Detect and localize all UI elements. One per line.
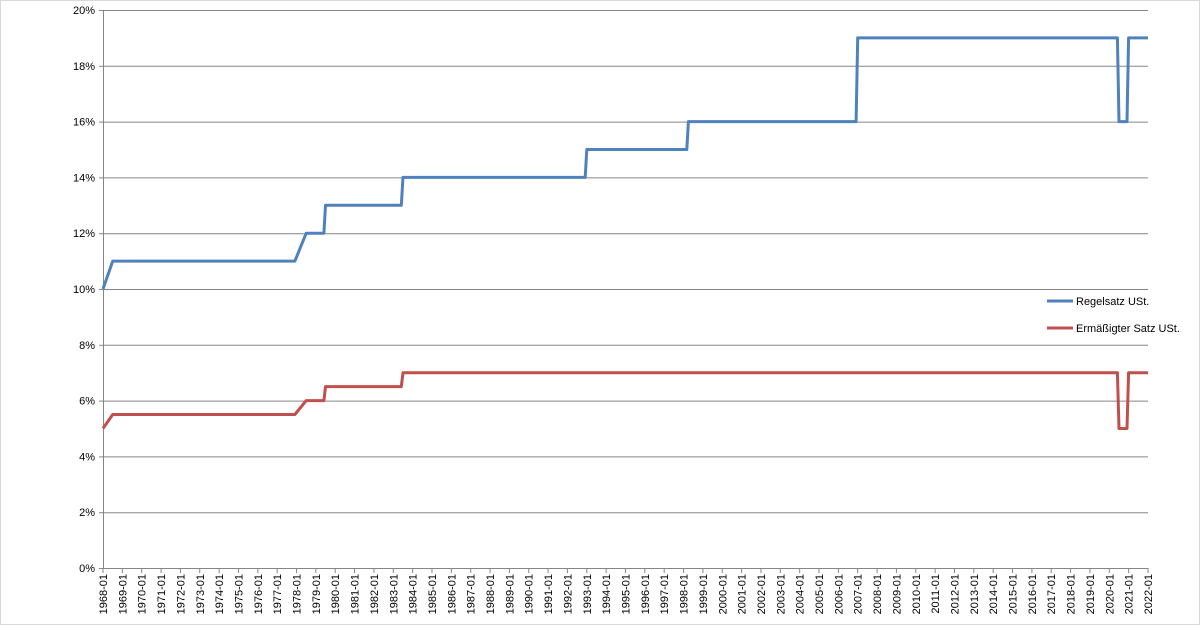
x-tick-label: 2022-01 — [1143, 574, 1155, 614]
y-tick-label: 0% — [79, 563, 95, 575]
x-tick-label: 1989-01 — [504, 574, 516, 614]
x-tick-label: 1978-01 — [292, 574, 304, 614]
y-tick-label: 2% — [79, 507, 95, 519]
x-tick-label: 2007-01 — [853, 574, 865, 614]
x-tick-label: 1987-01 — [466, 574, 478, 614]
series-line — [101, 36, 1148, 290]
x-tick-label: 2012-01 — [949, 574, 961, 614]
x-tick-label: 2014-01 — [988, 574, 1000, 614]
x-tick-label: 2013-01 — [969, 574, 981, 614]
y-tick-label: 14% — [73, 172, 95, 184]
x-tick-label: 1981-01 — [350, 574, 362, 614]
x-tick-label: 1992-01 — [562, 574, 574, 614]
x-tick-label: 1976-01 — [253, 574, 265, 614]
x-tick-label: 1999-01 — [698, 574, 710, 614]
y-tick-label: 12% — [73, 228, 95, 240]
x-tick-label: 2020-01 — [1104, 574, 1116, 614]
x-tick-label: 2015-01 — [1008, 574, 1020, 614]
y-tick-label: 6% — [79, 396, 95, 408]
x-tick-label: 2002-01 — [756, 574, 768, 614]
legend: Regelsatz USt. Ermäßigter Satz USt. — [1047, 296, 1180, 335]
y-tick-label: 8% — [79, 340, 95, 352]
x-tick-label: 2001-01 — [737, 574, 749, 614]
x-tick-label: 1996-01 — [640, 574, 652, 614]
x-axis-tick-labels: 1968-01 1969-01 1970-01 1971-01 1972-01 1973-… — [98, 568, 1155, 614]
x-tick-label: 2011-01 — [930, 574, 942, 614]
gridlines — [99, 10, 1148, 569]
x-tick-label: 1973-01 — [195, 574, 207, 614]
x-tick-label: 1970-01 — [137, 574, 149, 614]
x-tick-label: 1990-01 — [524, 574, 536, 614]
x-tick-label: 1997-01 — [659, 574, 671, 614]
x-tick-label: 2005-01 — [814, 574, 826, 614]
x-tick-label: 2003-01 — [775, 574, 787, 614]
x-tick-label: 1974-01 — [214, 574, 226, 614]
x-tick-label: 1982-01 — [369, 574, 381, 614]
y-tick-label: 10% — [73, 284, 95, 296]
x-tick-label: 1979-01 — [311, 574, 323, 614]
series-lines — [101, 36, 1148, 430]
x-tick-label: 2004-01 — [795, 574, 807, 614]
x-tick-label: 1994-01 — [601, 574, 613, 614]
legend-label: Regelsatz USt. — [1076, 296, 1149, 308]
x-tick-label: 1983-01 — [388, 574, 400, 614]
x-tick-label: 2006-01 — [833, 574, 845, 614]
x-tick-label: 2017-01 — [1046, 574, 1058, 614]
x-tick-label: 1998-01 — [679, 574, 691, 614]
series-line — [101, 371, 1148, 430]
x-tick-label: 1995-01 — [621, 574, 633, 614]
x-tick-label: 2010-01 — [911, 574, 923, 614]
x-tick-label: 1986-01 — [446, 574, 458, 614]
x-tick-label: 1984-01 — [408, 574, 420, 614]
x-tick-label: 1969-01 — [117, 574, 129, 614]
x-tick-label: 2009-01 — [891, 574, 903, 614]
x-tick-label: 2008-01 — [872, 574, 884, 614]
x-tick-label: 1972-01 — [175, 574, 187, 614]
y-tick-label: 20% — [73, 5, 95, 17]
y-tick-label: 16% — [73, 117, 95, 129]
x-tick-label: 1971-01 — [156, 574, 168, 614]
x-tick-label: 1975-01 — [233, 574, 245, 614]
x-tick-label: 1980-01 — [330, 574, 342, 614]
x-tick-label: 1968-01 — [98, 574, 110, 614]
legend-label: Ermäßigter Satz USt. — [1076, 323, 1180, 335]
x-tick-label: 1991-01 — [543, 574, 555, 614]
x-tick-label: 2018-01 — [1066, 574, 1078, 614]
x-tick-label: 1985-01 — [427, 574, 439, 614]
x-tick-label: 2019-01 — [1085, 574, 1097, 614]
x-tick-label: 1988-01 — [485, 574, 497, 614]
x-tick-label: 1993-01 — [582, 574, 594, 614]
y-axis-tick-labels: 0% 2% 4% 6% 8% 10% 12% 14% 16% 18% 20% — [73, 5, 95, 575]
x-tick-label: 2021-01 — [1124, 574, 1136, 614]
x-tick-label: 2000-01 — [717, 574, 729, 614]
x-tick-label: 1977-01 — [272, 574, 284, 614]
y-tick-label: 18% — [73, 61, 95, 73]
y-tick-label: 4% — [79, 451, 95, 463]
x-tick-label: 2016-01 — [1027, 574, 1039, 614]
